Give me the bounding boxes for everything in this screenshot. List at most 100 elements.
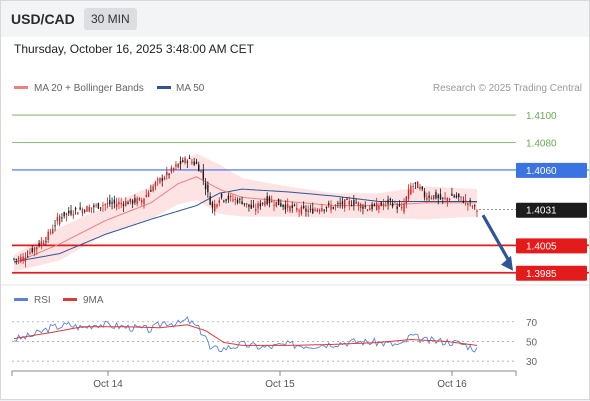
candle-body bbox=[216, 204, 218, 207]
candle-body bbox=[405, 196, 407, 204]
candle-body bbox=[296, 207, 298, 211]
candle-body bbox=[40, 241, 43, 246]
candle-body bbox=[293, 204, 296, 206]
candle-body bbox=[378, 206, 380, 210]
candle-body bbox=[245, 203, 248, 205]
candle-body bbox=[74, 208, 77, 210]
candle-body bbox=[389, 198, 392, 201]
candle-body bbox=[72, 214, 75, 216]
candle-body bbox=[369, 208, 371, 211]
candle-body bbox=[61, 217, 63, 219]
candle-body bbox=[195, 161, 198, 164]
candle-body bbox=[159, 177, 161, 183]
candle-body bbox=[54, 225, 56, 227]
timeframe-button[interactable]: 30 MIN bbox=[84, 8, 137, 30]
candle-body bbox=[109, 200, 111, 205]
candle-body bbox=[31, 247, 33, 253]
level-label-1.4080: 1.4080 bbox=[526, 139, 557, 150]
candle-body bbox=[250, 204, 252, 209]
candle-body bbox=[152, 186, 154, 191]
chart-header: USD/CAD 30 MIN bbox=[1, 1, 589, 37]
candle-body bbox=[193, 161, 195, 165]
candles-layer bbox=[13, 154, 478, 268]
candle-body bbox=[344, 199, 346, 208]
chart-datetime: Thursday, October 16, 2025 3:48:00 AM CE… bbox=[14, 42, 254, 56]
candle-body bbox=[387, 199, 389, 204]
candle-body bbox=[234, 199, 236, 201]
candle-body bbox=[442, 197, 444, 199]
candle-body bbox=[476, 210, 478, 212]
candle-body bbox=[353, 200, 355, 206]
candle-body bbox=[444, 197, 446, 199]
candle-body bbox=[277, 198, 280, 206]
candle-body bbox=[337, 203, 339, 205]
candle-body bbox=[341, 201, 344, 205]
candle-body bbox=[156, 179, 159, 181]
candle-body bbox=[261, 202, 264, 204]
level-tag-1.4005 bbox=[516, 238, 587, 254]
rsi-line bbox=[13, 315, 478, 353]
candle-body bbox=[346, 198, 348, 200]
candle-body bbox=[239, 198, 241, 200]
bollinger-band-layer bbox=[14, 153, 477, 272]
candle-body bbox=[385, 201, 387, 203]
candle-body bbox=[214, 204, 216, 212]
candle-body bbox=[70, 210, 72, 215]
candle-body bbox=[15, 259, 17, 261]
candle-body bbox=[407, 189, 410, 199]
candle-body bbox=[419, 186, 421, 189]
candle-body bbox=[309, 208, 312, 210]
candle-body bbox=[22, 256, 24, 261]
candle-body bbox=[63, 211, 65, 217]
candle-body bbox=[421, 186, 423, 190]
candle-body bbox=[90, 207, 93, 209]
candle-body bbox=[412, 186, 414, 188]
candle-body bbox=[458, 193, 460, 198]
candle-body bbox=[88, 206, 90, 212]
candle-body bbox=[58, 216, 61, 225]
candle-body bbox=[414, 182, 417, 184]
candle-body bbox=[448, 198, 451, 200]
candle-body bbox=[143, 198, 145, 204]
candle-body bbox=[474, 205, 476, 207]
rsi-tick-70: 70 bbox=[526, 318, 538, 329]
ma20-line bbox=[13, 176, 477, 264]
candle-body bbox=[125, 201, 127, 206]
candle-body bbox=[432, 195, 435, 199]
candle-body bbox=[312, 208, 314, 214]
candle-body bbox=[248, 204, 250, 207]
candle-body bbox=[24, 258, 27, 262]
forecast-arrow-head bbox=[501, 255, 513, 271]
candle-body bbox=[300, 206, 303, 214]
level-tag-1.4031 bbox=[516, 202, 587, 218]
candle-body bbox=[56, 217, 59, 221]
candle-body bbox=[255, 209, 257, 211]
candle-body bbox=[186, 161, 189, 163]
candle-body bbox=[179, 160, 182, 164]
candle-body bbox=[348, 200, 350, 205]
candle-body bbox=[49, 231, 52, 233]
candle-body bbox=[289, 206, 291, 211]
candle-body bbox=[227, 195, 230, 200]
candle-body bbox=[359, 203, 362, 209]
candle-body bbox=[86, 206, 88, 212]
level-labels-layer: 1.4100 1.4080 1.4060 1.4031 1.4005 1.3985 bbox=[481, 111, 587, 281]
candle-body bbox=[298, 210, 300, 212]
candle-body bbox=[38, 243, 40, 247]
candle-body bbox=[469, 200, 471, 202]
candle-body bbox=[236, 199, 239, 204]
candle-body bbox=[131, 200, 134, 204]
candle-body bbox=[127, 202, 129, 205]
candle-body bbox=[284, 204, 287, 210]
candle-body bbox=[68, 210, 70, 214]
candle-body bbox=[29, 252, 31, 254]
candle-body bbox=[330, 206, 332, 210]
candle-body bbox=[207, 184, 209, 193]
ma50-legend-swatch bbox=[157, 86, 171, 89]
candle-body bbox=[332, 207, 335, 209]
candle-body bbox=[104, 204, 106, 206]
candle-body bbox=[462, 200, 465, 203]
candle-body bbox=[225, 199, 227, 201]
